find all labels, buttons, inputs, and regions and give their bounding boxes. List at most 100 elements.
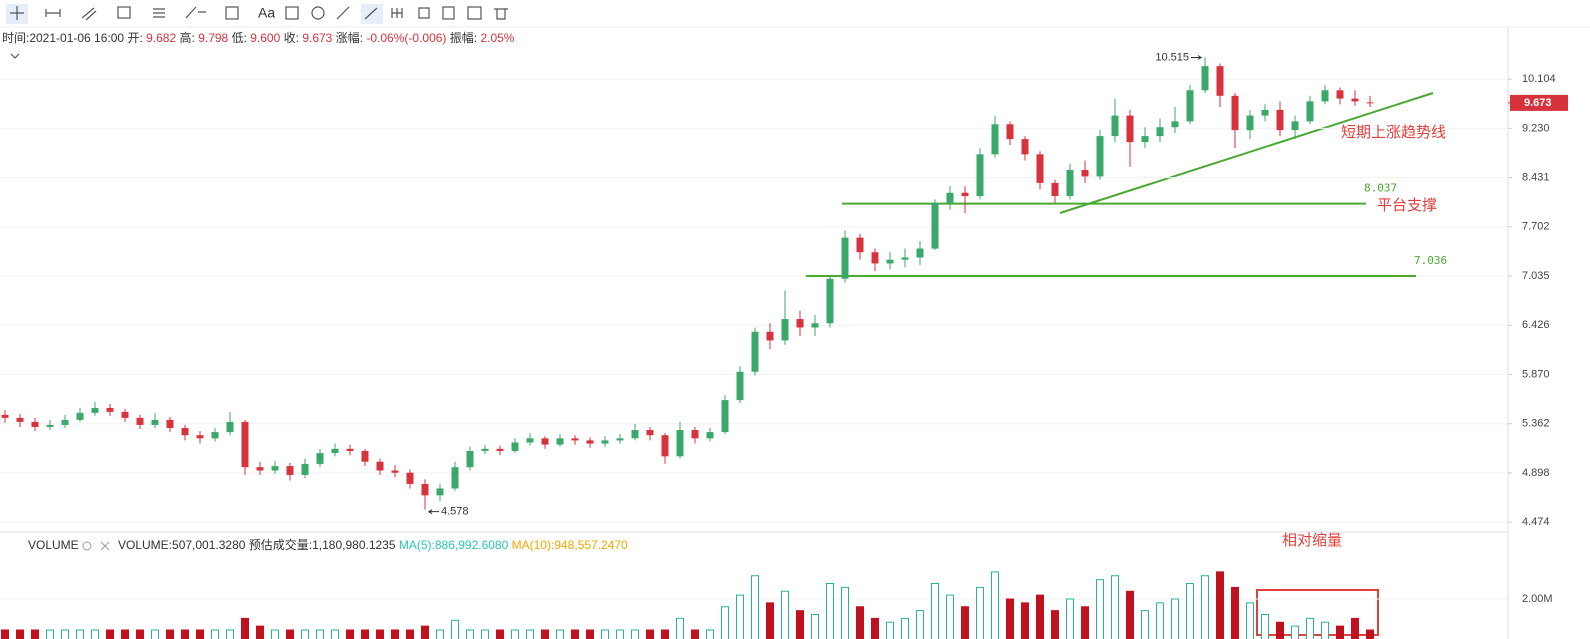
volume-bar (1036, 594, 1044, 639)
header-field: 时间:2021-01-06 16:00 (2, 31, 124, 45)
volume-bar (676, 617, 684, 639)
candle-body (271, 466, 279, 471)
candle-body (571, 438, 579, 441)
volume-bar (226, 629, 234, 639)
volume-bar (31, 629, 39, 639)
candle-body (361, 450, 369, 462)
header-field: 高: (180, 30, 195, 45)
volume-bar (1291, 625, 1299, 639)
volume-field: VOLUME: (118, 538, 172, 552)
header-field: 9.600 (250, 31, 280, 45)
volume-bar (946, 594, 954, 639)
candle-body (61, 419, 69, 425)
candle-body (76, 412, 84, 420)
candle-body (106, 407, 114, 412)
hline-tool[interactable] (45, 9, 61, 17)
volume-bar (1006, 598, 1014, 639)
annotation: 短期上涨趋势线 (1341, 124, 1446, 141)
candle-body (181, 427, 189, 436)
delete-tool[interactable] (494, 8, 508, 20)
low-arrow (427, 509, 439, 515)
candle-body (481, 448, 489, 451)
low-label: 4.578 (441, 506, 469, 518)
volume-bar (421, 625, 429, 639)
volume-bar (931, 583, 939, 639)
volume-bar (721, 606, 729, 639)
candle-body (1366, 102, 1374, 104)
candle-body (286, 466, 294, 475)
settings-icon[interactable] (82, 541, 92, 551)
volume-bar (646, 629, 654, 639)
y-tick-label: 8.431 (1522, 172, 1550, 184)
volume-bar (961, 606, 969, 639)
volume-bar (391, 629, 399, 639)
measure-tool[interactable] (225, 6, 239, 20)
volume-bar (46, 629, 54, 639)
lock-tool[interactable] (391, 8, 403, 18)
header-field: 振幅: (450, 30, 477, 45)
volume-bar (826, 583, 834, 639)
candle-body (211, 432, 219, 439)
annotation: 相对缩量 (1282, 532, 1342, 549)
close-icon[interactable] (100, 541, 110, 551)
candle-body (556, 438, 564, 445)
screenshot-tool[interactable] (467, 6, 482, 20)
draw-mode-tool[interactable] (361, 4, 383, 24)
candle-body (1081, 170, 1089, 177)
volume-field: 948,557.2470 (554, 538, 628, 552)
candle-body (241, 421, 249, 468)
volume-field: 507,001.3280 (172, 538, 246, 552)
price-tag (1510, 94, 1568, 111)
y-tick-label: 4.474 (1522, 516, 1550, 528)
volume-bar (76, 629, 84, 639)
volume-bar (916, 610, 924, 639)
trend-tool[interactable] (81, 7, 97, 21)
magnet-tool[interactable] (311, 6, 325, 20)
volume-bar (211, 629, 219, 639)
rect-tool[interactable] (117, 6, 131, 19)
hide-tool[interactable] (418, 7, 430, 19)
toolbar: Aa (6, 4, 508, 24)
volume-bar (781, 590, 789, 639)
pattern-tool[interactable] (185, 6, 206, 19)
candle-body (1111, 115, 1119, 137)
volume-bar (871, 617, 879, 639)
high-label: 10.515 (1155, 51, 1189, 63)
volume-bar (841, 586, 849, 639)
volume-header: VOLUME VOLUME:507,001.3280 预估成交量:1,180,98… (28, 537, 628, 552)
ruler-tool[interactable] (336, 6, 350, 20)
candle-body (1036, 154, 1044, 183)
volume-bar (631, 629, 639, 639)
text-tool[interactable]: Aa (258, 5, 275, 21)
annotation: 平台支撑 (1377, 197, 1437, 214)
y-tick-label: 5.362 (1522, 418, 1550, 430)
header-text: 时间:2021-01-06 16:00 开: 9.682 高: 9.798 低:… (2, 30, 515, 45)
header-field: 2.05% (480, 31, 514, 45)
header-field: 9.682 (146, 31, 176, 45)
candle-body (796, 319, 804, 328)
candle-body (616, 438, 624, 441)
volume-bar (1126, 590, 1134, 639)
candle-body (736, 371, 744, 401)
header-field: 低: (232, 31, 247, 45)
volume-bar (1201, 575, 1209, 639)
candle-body (1261, 109, 1269, 116)
collapse-toggle[interactable] (10, 53, 20, 59)
volume-bar (241, 617, 249, 639)
shrink-box[interactable] (1256, 589, 1379, 636)
candle-body (586, 440, 594, 444)
icon-tool[interactable] (285, 6, 299, 20)
support-label: 7.036 (1414, 254, 1447, 267)
trend-line[interactable] (1059, 92, 1434, 214)
volume-bar (1141, 610, 1149, 639)
volume-bar (181, 629, 189, 639)
y-tick-label: 9.230 (1522, 122, 1550, 134)
layers-tool[interactable] (442, 6, 455, 20)
volume-bar (91, 629, 99, 639)
fib-tool[interactable] (153, 8, 165, 18)
volume-bar (586, 629, 594, 639)
candle-body (706, 432, 714, 439)
candle-body (1186, 90, 1194, 122)
candle-body (196, 435, 204, 439)
candle-body (316, 453, 324, 464)
